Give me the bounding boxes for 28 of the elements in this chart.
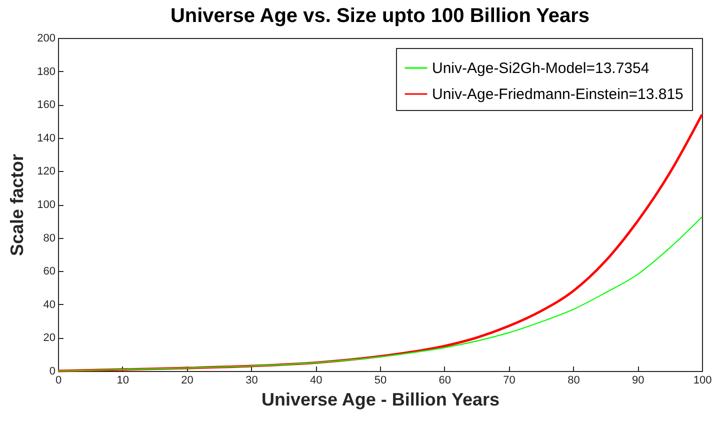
legend-label: Univ-Age-Si2Gh-Model=13.7354 (432, 60, 650, 77)
x-tick-label: 80 (568, 374, 580, 386)
y-tick-label: 200 (37, 32, 56, 44)
y-tick-label: 180 (37, 66, 56, 78)
x-tick-label: 60 (438, 374, 452, 386)
y-tick-label: 140 (37, 132, 56, 144)
y-tick-label: 20 (43, 332, 56, 344)
y-tick-label: 160 (37, 99, 56, 112)
y-tick-label: 80 (43, 232, 56, 244)
y-tick-label: 120 (37, 166, 56, 178)
x-tick-label: 50 (374, 374, 387, 386)
x-tick-label: 100 (693, 374, 712, 386)
chart-title: Universe Age vs. Size upto 100 Billion Years (170, 5, 590, 27)
y-tick-label: 0 (49, 366, 56, 378)
y-tick-label: 100 (37, 199, 56, 211)
x-tick-label: 20 (181, 374, 194, 386)
x-tick-label: 40 (310, 374, 322, 386)
x-tick-label: 70 (503, 374, 516, 386)
line-series (56, 113, 704, 372)
x-axis-title: Universe Age - Billion Years (261, 390, 500, 410)
y-tick-label: 60 (43, 266, 56, 278)
x-tick-label: 10 (116, 374, 130, 386)
legend-label: Univ-Age-Friedmann-Einstein=13.815 (432, 86, 684, 103)
x-tick-label: 90 (632, 374, 644, 386)
y-axis-title: Scale factor (7, 154, 28, 256)
line-series (57, 216, 703, 372)
x-tick-label: 30 (246, 374, 258, 386)
y-tick-label: 40 (43, 298, 56, 311)
